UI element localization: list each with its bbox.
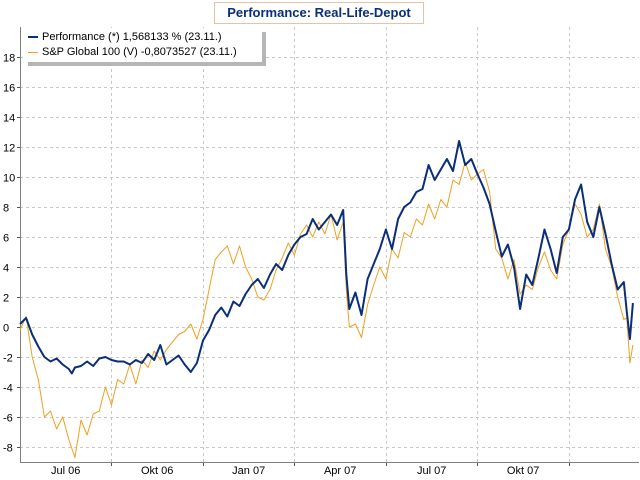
y-tick-label: 10 <box>3 173 15 185</box>
y-tick-label: 2 <box>3 293 9 305</box>
legend-entry-sp-global-100: S&P Global 100 (V) -0,8073527 (23.11.) <box>28 45 237 60</box>
legend-label-sp-global-100: S&P Global 100 (V) -0,8073527 (23.11.) <box>42 46 237 58</box>
x-tick-label: Okt 07 <box>507 465 539 477</box>
x-tick-label: Jan 07 <box>232 465 265 477</box>
y-tick-label: 0 <box>3 323 9 335</box>
y-tick-label: 18 <box>3 53 15 65</box>
x-tick-label: Jul 06 <box>51 465 80 477</box>
legend: Performance (*) 1,568133 % (23.11.) S&P … <box>24 28 262 62</box>
series-line-performance <box>19 140 634 375</box>
x-tick-label: Apr 07 <box>324 465 356 477</box>
x-tick-label: Jul 07 <box>417 465 446 477</box>
y-tick-label: 14 <box>3 113 15 125</box>
axes: -8 -6 -4 -2 0 2 4 6 8 10 12 14 16 18 Jul 06 Okt 06 Jan 0… <box>3 27 639 477</box>
y-tick-label: 16 <box>3 83 15 95</box>
y-tick-label: 8 <box>3 203 9 215</box>
y-tick-label: -4 <box>3 383 13 395</box>
legend-label-performance: Performance (*) 1,568133 % (23.11.) <box>42 31 222 43</box>
y-tick-label: 6 <box>3 233 9 245</box>
legend-swatch-performance <box>28 36 38 39</box>
y-tick-label: -6 <box>3 413 13 425</box>
chart-title: Performance: Real-Life-Depot <box>214 2 424 24</box>
legend-entry-performance: Performance (*) 1,568133 % (23.11.) <box>28 30 222 45</box>
y-tick-label: -2 <box>3 353 13 365</box>
legend-swatch-sp-global-100 <box>28 51 38 53</box>
y-tick-label: 12 <box>3 143 15 155</box>
x-tick-label: Okt 06 <box>141 465 173 477</box>
y-tick-label: 4 <box>3 263 9 275</box>
series-line-sp-global-100 <box>19 161 634 458</box>
series-lines <box>19 140 634 458</box>
y-tick-label: -8 <box>3 443 13 455</box>
grid-lines <box>20 27 639 462</box>
